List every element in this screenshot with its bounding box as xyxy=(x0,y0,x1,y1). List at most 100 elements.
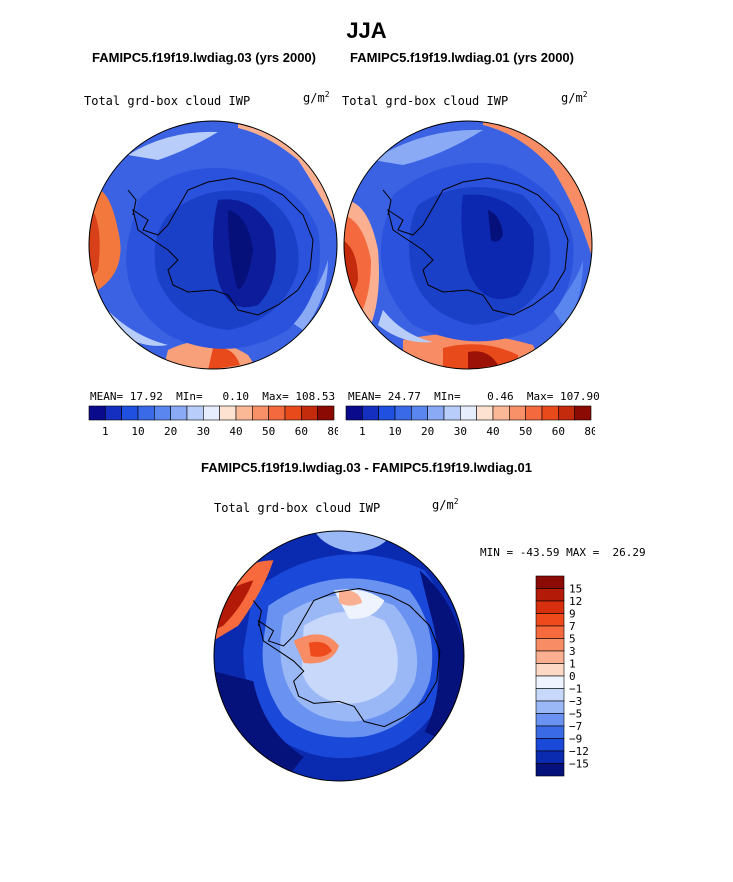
colorbar-swatch xyxy=(492,405,510,421)
colorbar-tick-label: −7 xyxy=(569,720,582,733)
colorbar-tick-label: 60 xyxy=(552,425,565,438)
colorbar-swatch xyxy=(525,405,543,421)
colorbar-tick-label: 20 xyxy=(421,425,434,438)
colorbar-tick-label: 80 xyxy=(327,425,338,438)
colorbar-swatch xyxy=(268,405,286,421)
units-exponent: 2 xyxy=(582,90,588,99)
colorbar-swatch xyxy=(558,405,575,421)
colorbar-left: 1 10 20 30 40 50 60 80 xyxy=(88,405,338,438)
colorbar-tick-label: 12 xyxy=(569,595,582,608)
colorbar-tick-label: 40 xyxy=(229,425,242,438)
colorbar-swatch xyxy=(301,405,318,421)
colorbar-swatch xyxy=(476,405,494,421)
colorbar-swatch xyxy=(535,650,565,664)
colorbar-tick-label: 1 xyxy=(569,658,576,671)
colorbar-swatch xyxy=(535,600,565,614)
colorbar-tick-label: 5 xyxy=(569,633,576,646)
colorbar-tick-label: 50 xyxy=(262,425,275,438)
min-value: 0.46 xyxy=(487,390,514,403)
colorbar-swatch xyxy=(535,638,565,652)
colorbar-tick-label: 0 xyxy=(569,670,576,683)
colorbar-tick-label: 7 xyxy=(569,620,576,633)
colorbar-tick-label: 80 xyxy=(584,425,595,438)
colorbar-swatch xyxy=(574,405,592,421)
mean-value: 17.92 xyxy=(129,390,163,403)
colorbar-labels: 1 10 20 30 40 50 60 80 xyxy=(359,425,595,438)
colorbar-swatch xyxy=(170,405,188,421)
colorbar-swatch xyxy=(535,688,565,702)
colorbar-swatch xyxy=(121,405,139,421)
colorbar-tick-label: −1 xyxy=(569,683,582,696)
min-value: 0.10 xyxy=(222,390,250,403)
units-text: g/m xyxy=(303,91,325,105)
colorbar-right: 1 10 20 30 40 50 60 80 xyxy=(345,405,595,438)
colorbar-tick-label: 9 xyxy=(569,608,576,621)
colorbar-swatch xyxy=(541,405,559,421)
colorbar-swatch xyxy=(317,405,335,421)
colorbar-swatch xyxy=(362,405,379,421)
units-text: g/m xyxy=(561,91,583,105)
colorbar-swatch xyxy=(252,405,269,421)
colorbar-tick-label: 60 xyxy=(295,425,308,438)
stats-left: MEAN= 17.92 MIn= 0.10 Max= 108.53 xyxy=(90,390,335,403)
diff-min-max: MIN = -43.59 MAX = 26.29 xyxy=(480,546,646,559)
units-label-left: g/m2 xyxy=(303,90,330,105)
colorbar-swatch xyxy=(509,405,526,421)
diff-units-label: g/m2 xyxy=(432,497,459,512)
max-label: Max= xyxy=(262,390,289,403)
max-value: 107.90 xyxy=(560,390,600,403)
colorbar-tick-label: 50 xyxy=(519,425,532,438)
diff-title: FAMIPC5.f19f19.lwdiag.03 - FAMIPC5.f19f1… xyxy=(201,460,532,475)
units-label-right: g/m2 xyxy=(561,90,588,105)
colorbar-tick-label: 10 xyxy=(131,425,144,438)
colorbar-swatch xyxy=(443,405,461,421)
colorbar-swatch xyxy=(186,405,204,421)
mean-value: 24.77 xyxy=(387,390,421,403)
polar-map-left xyxy=(88,120,338,370)
colorbar-tick-label: 3 xyxy=(569,645,576,658)
variable-label-right: Total grd-box cloud IWP xyxy=(342,94,509,108)
case-title-left: FAMIPC5.f19f19.lwdiag.03 (yrs 2000) xyxy=(92,50,316,65)
colorbar-swatch xyxy=(394,405,412,421)
max-label: Max= xyxy=(526,390,554,403)
colorbar-tick-label: −5 xyxy=(569,708,582,721)
variable-label-left: Total grd-box cloud IWP xyxy=(84,94,251,108)
colorbar-swatch xyxy=(535,700,565,714)
colorbar-cells xyxy=(345,405,592,421)
colorbar-swatch xyxy=(137,405,155,421)
max-value: 108.53 xyxy=(295,390,336,403)
case-title-right: FAMIPC5.f19f19.lwdiag.01 (yrs 2000) xyxy=(350,50,574,65)
colorbar-swatch xyxy=(535,575,565,589)
colorbar-swatch xyxy=(535,738,565,752)
colorbar-swatch xyxy=(235,405,253,421)
colorbar-cells xyxy=(88,405,335,421)
colorbar-cells xyxy=(535,575,565,777)
colorbar-swatch xyxy=(535,613,565,627)
colorbar-swatch xyxy=(535,713,565,727)
colorbar-swatch xyxy=(345,405,363,421)
colorbar-tick-label: −3 xyxy=(569,695,582,708)
colorbar-swatch xyxy=(460,405,477,421)
mean-label: MEAN= xyxy=(90,390,124,403)
colorbar-swatch xyxy=(427,405,445,421)
colorbar-swatch xyxy=(284,405,302,421)
units-exponent: 2 xyxy=(453,497,459,506)
colorbar-tick-label: 20 xyxy=(164,425,177,438)
colorbar-swatch xyxy=(203,405,220,421)
colorbar-swatch xyxy=(535,763,565,777)
colorbar-swatch xyxy=(219,405,237,421)
units-exponent: 2 xyxy=(324,90,330,99)
colorbar-swatch xyxy=(105,405,122,421)
colorbar-swatch xyxy=(535,675,565,689)
diff-variable-label: Total grd-box cloud IWP xyxy=(214,501,381,515)
colorbar-swatch xyxy=(535,588,565,602)
colorbar-tick-label: 10 xyxy=(388,425,401,438)
colorbar-tick-label: 40 xyxy=(486,425,499,438)
colorbar-tick-label: 1 xyxy=(102,425,109,438)
season-title: JJA xyxy=(346,18,387,43)
colorbar-tick-label: 15 xyxy=(569,583,582,596)
colorbar-swatch xyxy=(88,405,106,421)
units-text: g/m xyxy=(432,498,454,512)
min-label: MIn= xyxy=(176,390,203,403)
min-label: MIn= xyxy=(434,390,461,403)
